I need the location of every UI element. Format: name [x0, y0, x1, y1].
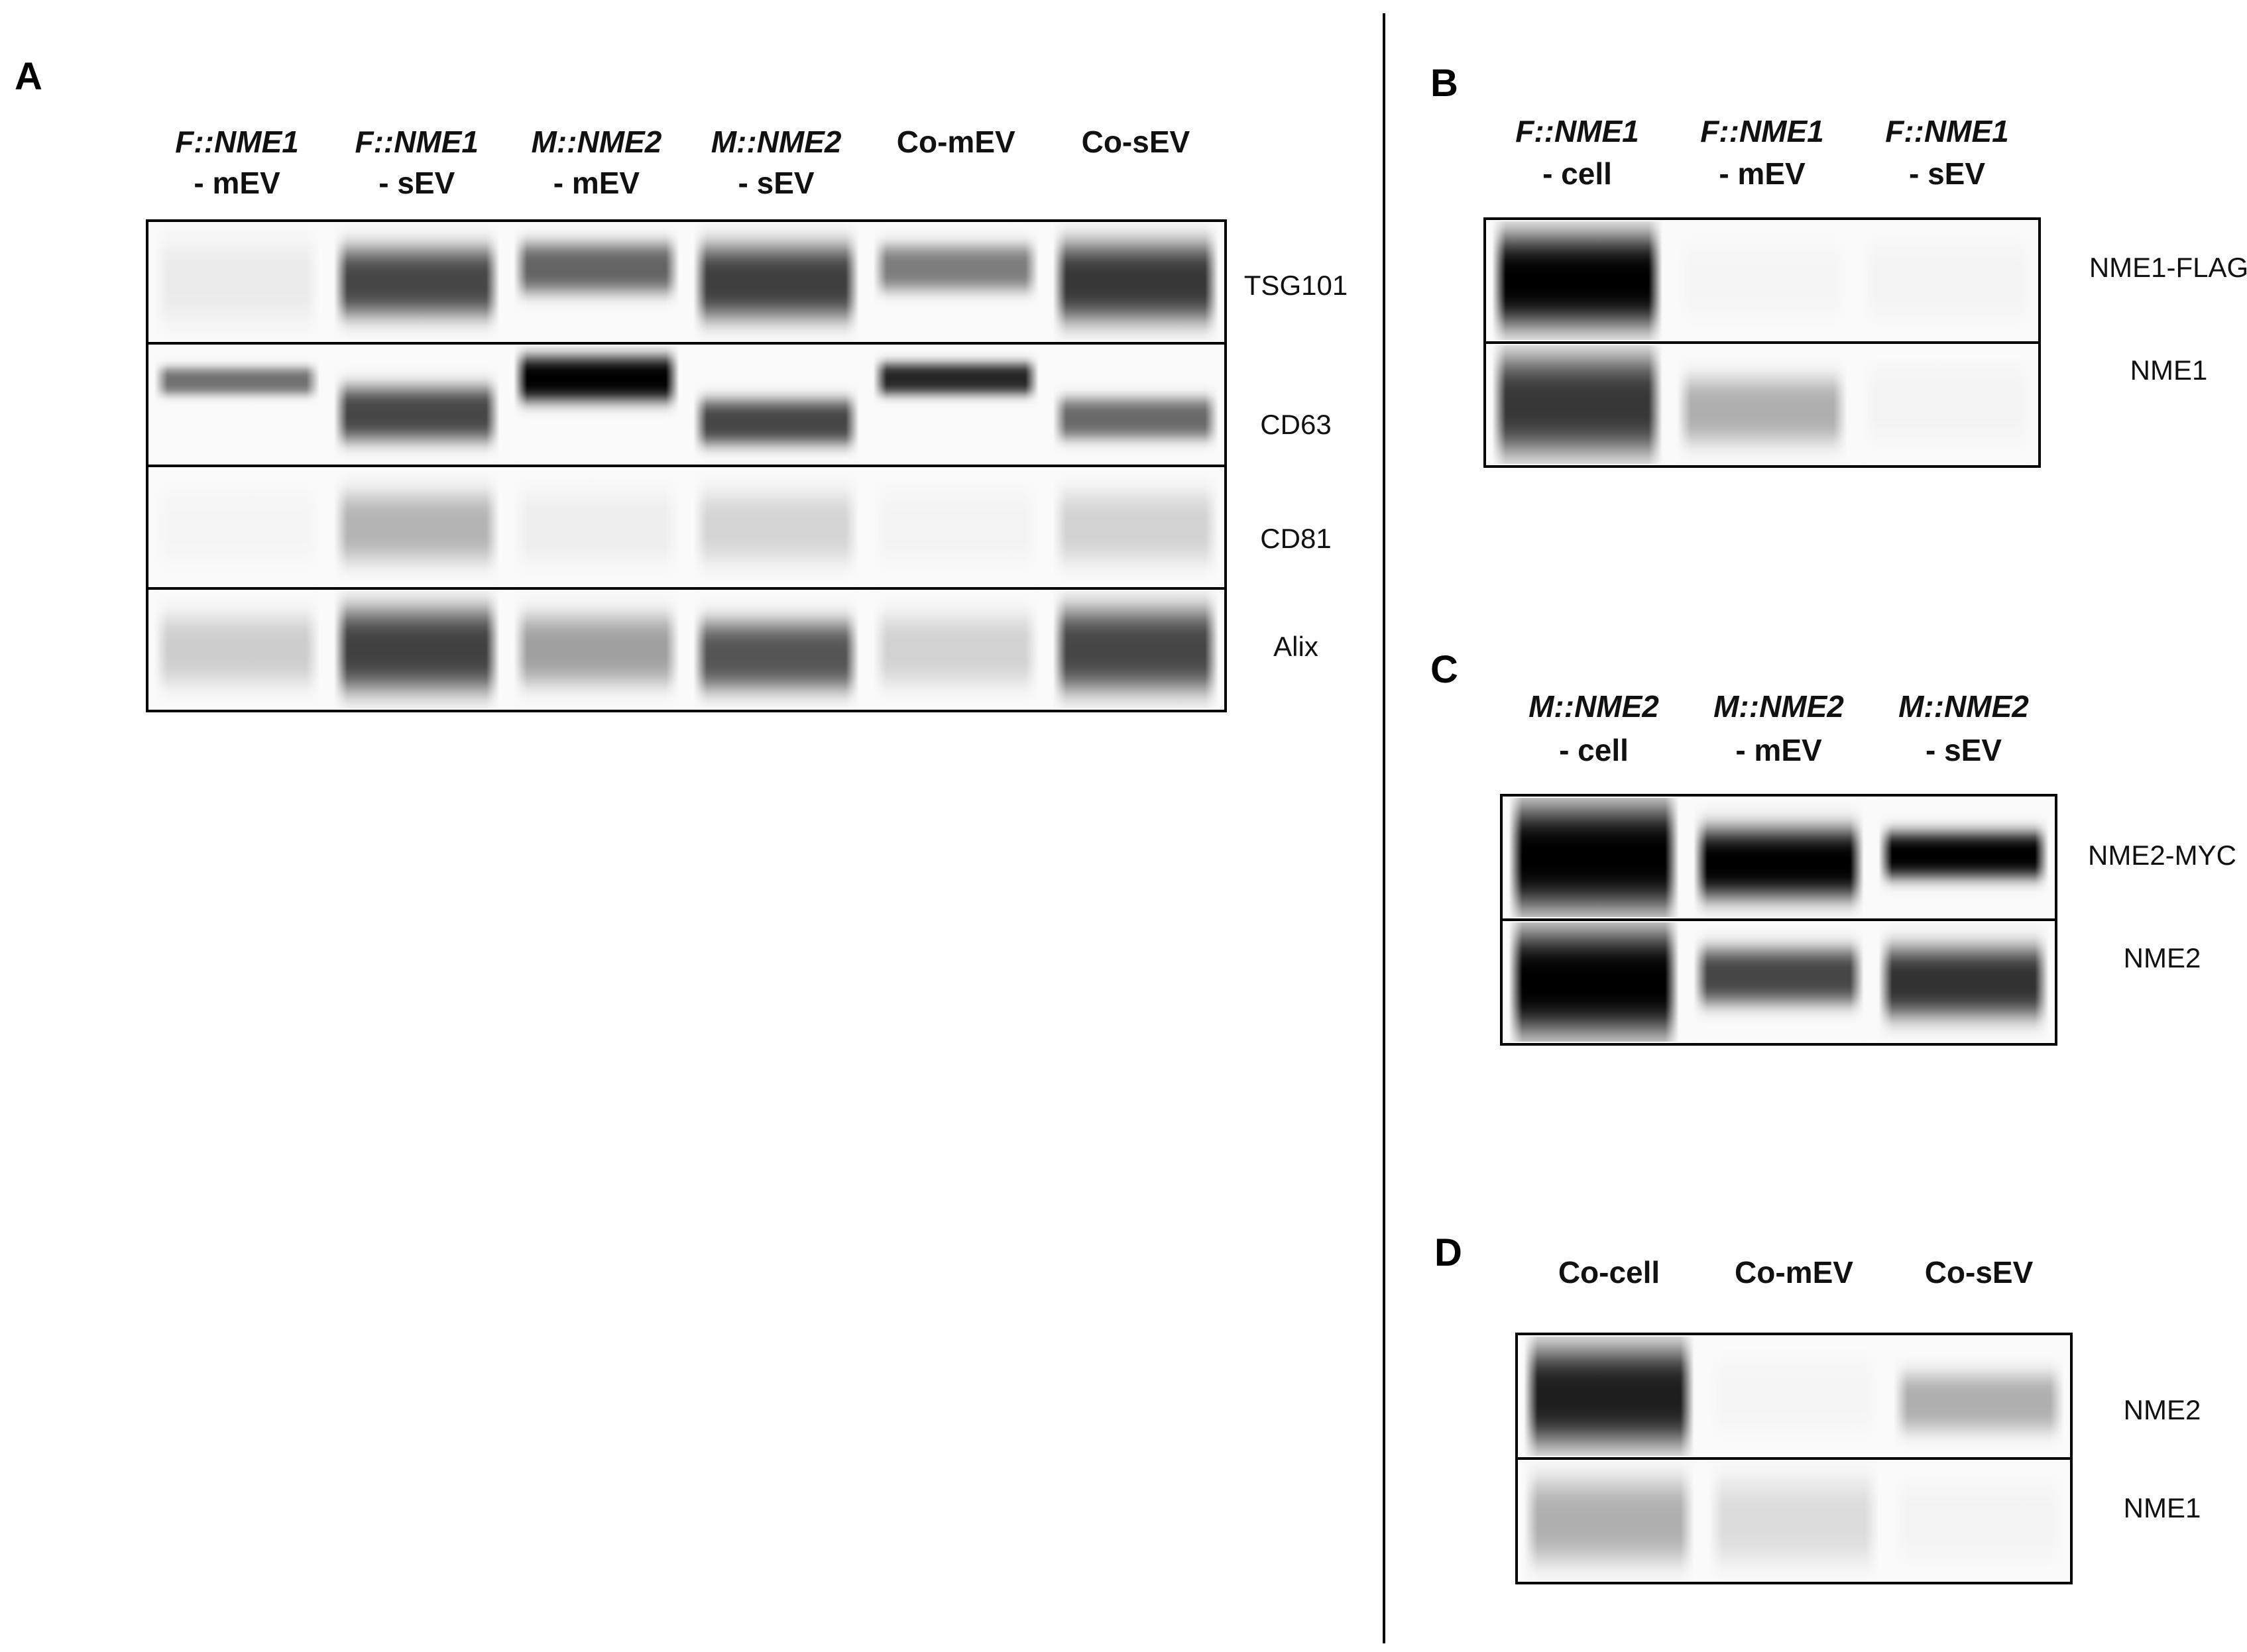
blot-band	[1053, 223, 1219, 341]
blot-band	[514, 346, 679, 463]
blot-band	[1894, 1461, 2064, 1580]
lane-sublabel: - sEV	[1909, 156, 1985, 191]
row-label: CD81	[1260, 523, 1331, 554]
lane-sublabel: - sEV	[1926, 733, 2002, 767]
lane-sublabel: - cell	[1559, 733, 1629, 767]
blot-band	[1694, 922, 1864, 1042]
row-label: NME1	[2124, 1492, 2201, 1523]
blot-band	[334, 591, 500, 708]
blot-band	[154, 468, 320, 586]
panel-letter: C	[1430, 648, 1458, 691]
blot-band	[1524, 1461, 1694, 1580]
blot-band	[1509, 922, 1679, 1042]
panel-a: AF::NME1- mEV F::NME1- sEV M::NME2- mEV M::…	[15, 55, 1348, 712]
lane-label: Co-sEV	[1082, 125, 1190, 159]
panel-letter: A	[15, 55, 42, 98]
lane-label: M::NME2	[1528, 689, 1659, 724]
lane-sublabel: - cell	[1542, 156, 1612, 191]
blot-band	[1053, 468, 1219, 586]
blot-band	[873, 468, 1039, 586]
lane-sublabel: - mEV	[1719, 156, 1806, 191]
row-label: NME1	[2130, 355, 2208, 386]
blot-band	[334, 223, 500, 341]
blot-band	[693, 591, 859, 708]
panel-b: BF::NME1- cell F::NME1- mEV F::NME1- sEVNM…	[1430, 62, 2247, 468]
blot-band	[1694, 798, 1864, 917]
blot-band	[1053, 591, 1219, 708]
blot-band	[1492, 345, 1662, 464]
lane-label: F::NME1	[1885, 114, 2009, 148]
blot-frame	[1500, 794, 2057, 1046]
panel-c: CM::NME2- cell M::NME2- mEV M::NME2- sEVNM…	[1430, 648, 2236, 1046]
lane-label: Co-cell	[1558, 1255, 1660, 1290]
lane-label: Co-mEV	[897, 125, 1015, 159]
lane-sublabel: - mEV	[194, 166, 280, 200]
blot-band	[873, 591, 1039, 708]
lane-label: M::NME2	[1713, 689, 1844, 724]
blot-band	[693, 468, 859, 586]
blot-band	[1677, 221, 1847, 340]
blot-frame	[1483, 217, 2041, 468]
lane-label: M::NME2	[1898, 689, 2029, 724]
panel-letter: B	[1430, 62, 1458, 105]
lane-sublabel: - mEV	[553, 166, 640, 200]
row-label: Alix	[1273, 631, 1318, 662]
lane-label: M::NME2	[711, 125, 842, 159]
blot-band	[154, 591, 320, 708]
lane-label: Co-sEV	[1925, 1255, 2034, 1290]
row-label: CD63	[1260, 409, 1331, 440]
lane-label: F::NME1	[355, 125, 479, 159]
lane-sublabel: - mEV	[1735, 733, 1822, 767]
panel-d: D Co-cell Co-mEV Co-sEV NME2 NME1	[1434, 1231, 2201, 1584]
lane-label: F::NME1	[1700, 114, 1824, 148]
blot-band	[514, 591, 679, 708]
blot-band	[1709, 1461, 1879, 1580]
blot-band	[1677, 345, 1847, 464]
blot-band	[154, 346, 320, 463]
row-label: NME1-FLAG	[2089, 252, 2247, 283]
row-label: NME2	[2124, 942, 2201, 973]
row-label: NME2-MYC	[2088, 840, 2236, 871]
blot-band	[154, 223, 320, 341]
lane-sublabel: - sEV	[378, 166, 455, 200]
blot-band	[334, 468, 500, 586]
blot-band	[1878, 798, 2049, 917]
blot-band	[1862, 221, 2032, 340]
lane-sublabel: - sEV	[738, 166, 815, 200]
blot-band	[514, 468, 679, 586]
lane-label: F::NME1	[175, 125, 299, 159]
lane-label: M::NME2	[532, 125, 662, 159]
blot-band	[514, 223, 679, 341]
blot-band	[1509, 798, 1679, 917]
blot-frame	[146, 219, 1227, 712]
panel-letter: D	[1434, 1231, 1462, 1274]
blot-band	[693, 346, 859, 463]
blot-band	[1862, 345, 2032, 464]
blot-band	[873, 223, 1039, 341]
blot-band	[334, 346, 500, 463]
blot-band	[1492, 221, 1662, 340]
row-label: TSG101	[1244, 270, 1348, 301]
blot-band	[873, 346, 1039, 463]
lane-label: F::NME1	[1515, 114, 1639, 148]
blot-band	[1709, 1337, 1879, 1456]
row-label: NME2	[2124, 1394, 2201, 1425]
blot-frame	[1515, 1333, 2073, 1584]
blot-band	[1894, 1337, 2064, 1456]
blot-band	[1053, 346, 1219, 463]
blot-band	[1878, 922, 2049, 1042]
blot-band	[693, 223, 859, 341]
blot-band	[1524, 1337, 1694, 1456]
lane-label: Co-mEV	[1735, 1255, 1853, 1290]
